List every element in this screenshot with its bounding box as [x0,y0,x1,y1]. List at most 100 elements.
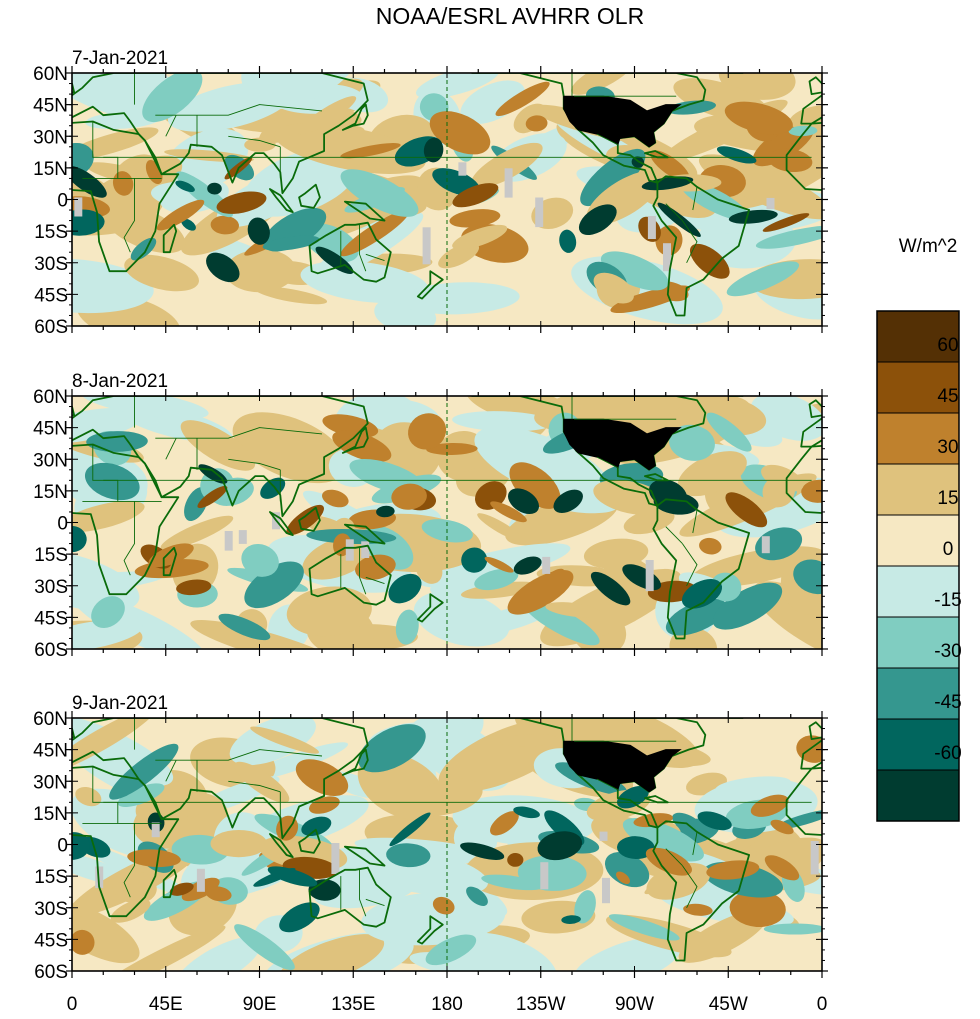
anomaly-contour [309,796,340,814]
anomaly-contour [604,852,650,888]
anomaly-contour [72,929,95,955]
coastline-borneo [298,183,321,209]
anomaly-contour [590,571,631,606]
missing-data-box [196,868,205,892]
colorbar-swatch [876,667,960,720]
anomaly-contour [386,843,431,868]
missing-data-box [504,168,513,198]
coastline-newZealand [416,593,444,623]
colorbar-label: 60 [937,335,958,356]
anomaly-contour [687,396,767,436]
missing-data-box [645,560,654,592]
anomaly-contour [553,489,583,514]
lat-tick-label: 45N [33,419,68,440]
anomaly-contour [768,148,813,173]
anomaly-contour [180,420,256,471]
anomaly-contour [206,252,240,283]
anomaly-contour [432,896,455,915]
missing-data-box [74,197,83,217]
anomaly-contour [148,543,194,568]
anomaly-contour [301,816,332,836]
anomaly-contour [72,73,152,120]
missing-data-box [151,822,160,838]
anomaly-contour [669,627,718,649]
anomaly-contour [513,806,540,819]
lat-tick-label: 60S [34,640,68,661]
coastline-newGuinea [344,200,386,222]
lon-tick-label: 0 [817,994,828,1014]
anomaly-contour [729,889,786,928]
figure-title: NOAA/ESRL AVHRR OLR [376,3,644,29]
coastline-madagascar [162,546,178,577]
anomaly-contour [474,568,519,591]
anomaly-contour [646,862,711,900]
lon-tick-label: 135W [516,994,566,1014]
anomaly-contour [461,547,488,573]
usa-state-borders [563,95,682,148]
country-border [596,133,619,146]
country-border [228,458,281,471]
country-border [92,444,135,576]
country-border [228,135,281,148]
anomaly-contour [255,286,328,305]
anomaly-contour [388,573,422,604]
country-border [692,509,698,534]
anomaly-contour [793,559,822,595]
lat-tick-label: 30N [33,127,68,148]
country-border [665,203,683,221]
lat-tick-label: 60N [33,709,68,730]
lat-tick-label: 45S [34,285,68,306]
anomaly-contour [555,762,628,795]
anomaly-contour [207,182,222,195]
lat-tick-label: 15N [33,804,68,825]
country-border [682,865,698,908]
coastline-sumatra [269,511,294,536]
missing-data-box [422,227,431,265]
olr-field [72,718,822,971]
anomaly-contour [460,581,540,599]
lat-tick-label: 60S [34,962,68,983]
missing-data-box [761,536,770,554]
anomaly-contour [750,794,789,817]
coastline-sumatra [269,188,294,214]
colorbar-label: 0 [943,539,954,560]
anomaly-contour [210,215,239,235]
coastline-australia [308,221,392,283]
anomaly-contour [716,146,757,164]
lon-tick-label: 45W [709,994,748,1014]
anomaly-contour [81,396,209,419]
anomaly-contour [507,852,524,867]
coastline-sumatra [269,833,294,858]
anomaly-contour [481,874,544,891]
missing-data-box [766,197,775,209]
anomaly-contour [322,414,379,438]
anomaly-contour [72,550,140,612]
lon-tick-label: 135E [331,994,375,1014]
anomaly-contour [645,847,692,876]
anomaly-contour [762,213,810,232]
lon-tick-label: 90W [615,994,654,1014]
country-border [692,186,698,211]
anomaly-contour [72,209,105,236]
anomaly-contour [395,609,419,645]
anomaly-contour [72,165,107,198]
lat-tick-label: 15N [33,482,68,503]
colorbar-frame [876,310,960,822]
anomaly-contour [697,811,732,831]
coastline-eurasia [72,718,369,840]
coastline-newZealand [416,270,444,300]
anomaly-contour [72,142,94,178]
anomaly-contour [94,925,226,971]
anomaly-contour [345,846,488,896]
lat-tick-label: 30S [34,254,68,275]
anomaly-contour [641,176,694,191]
anomaly-contour [72,407,144,444]
anomaly-contour [788,125,818,137]
country-border [359,547,367,595]
anomaly-contour [608,914,680,941]
anomaly-contour [340,143,401,159]
anomaly-contour [770,819,794,835]
anomaly-contour [109,743,179,800]
